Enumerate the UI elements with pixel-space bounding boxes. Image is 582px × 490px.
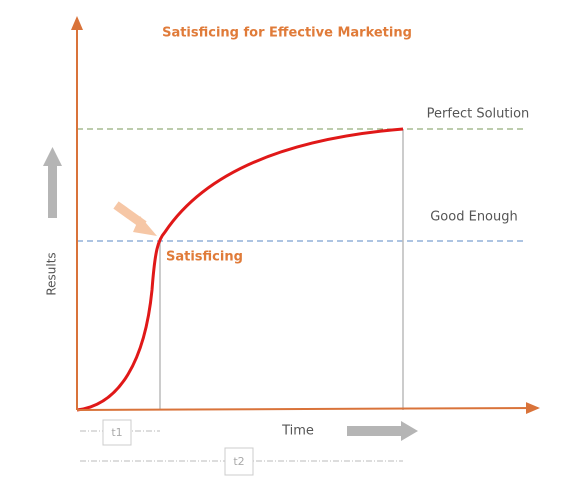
x-label: Time	[281, 424, 314, 439]
up-arrow-head	[43, 147, 62, 166]
pointer-arrow-head	[133, 216, 157, 236]
y-label: Results	[45, 252, 59, 295]
right-arrow	[347, 426, 402, 436]
perfect-label: Perfect Solution	[427, 107, 530, 122]
curve	[76, 127, 404, 412]
good-label: Good Enough	[430, 210, 518, 225]
right-arrow-head	[401, 421, 418, 441]
t1-label: t1	[111, 426, 122, 439]
point-label: Satisficing	[166, 250, 243, 265]
up-arrow	[48, 165, 57, 218]
t2-box	[224, 447, 254, 476]
t2-label: t2	[233, 455, 244, 468]
x-axis	[76, 402, 540, 415]
t1-box	[102, 419, 132, 446]
title: Satisficing for Effective Marketing	[162, 26, 412, 41]
